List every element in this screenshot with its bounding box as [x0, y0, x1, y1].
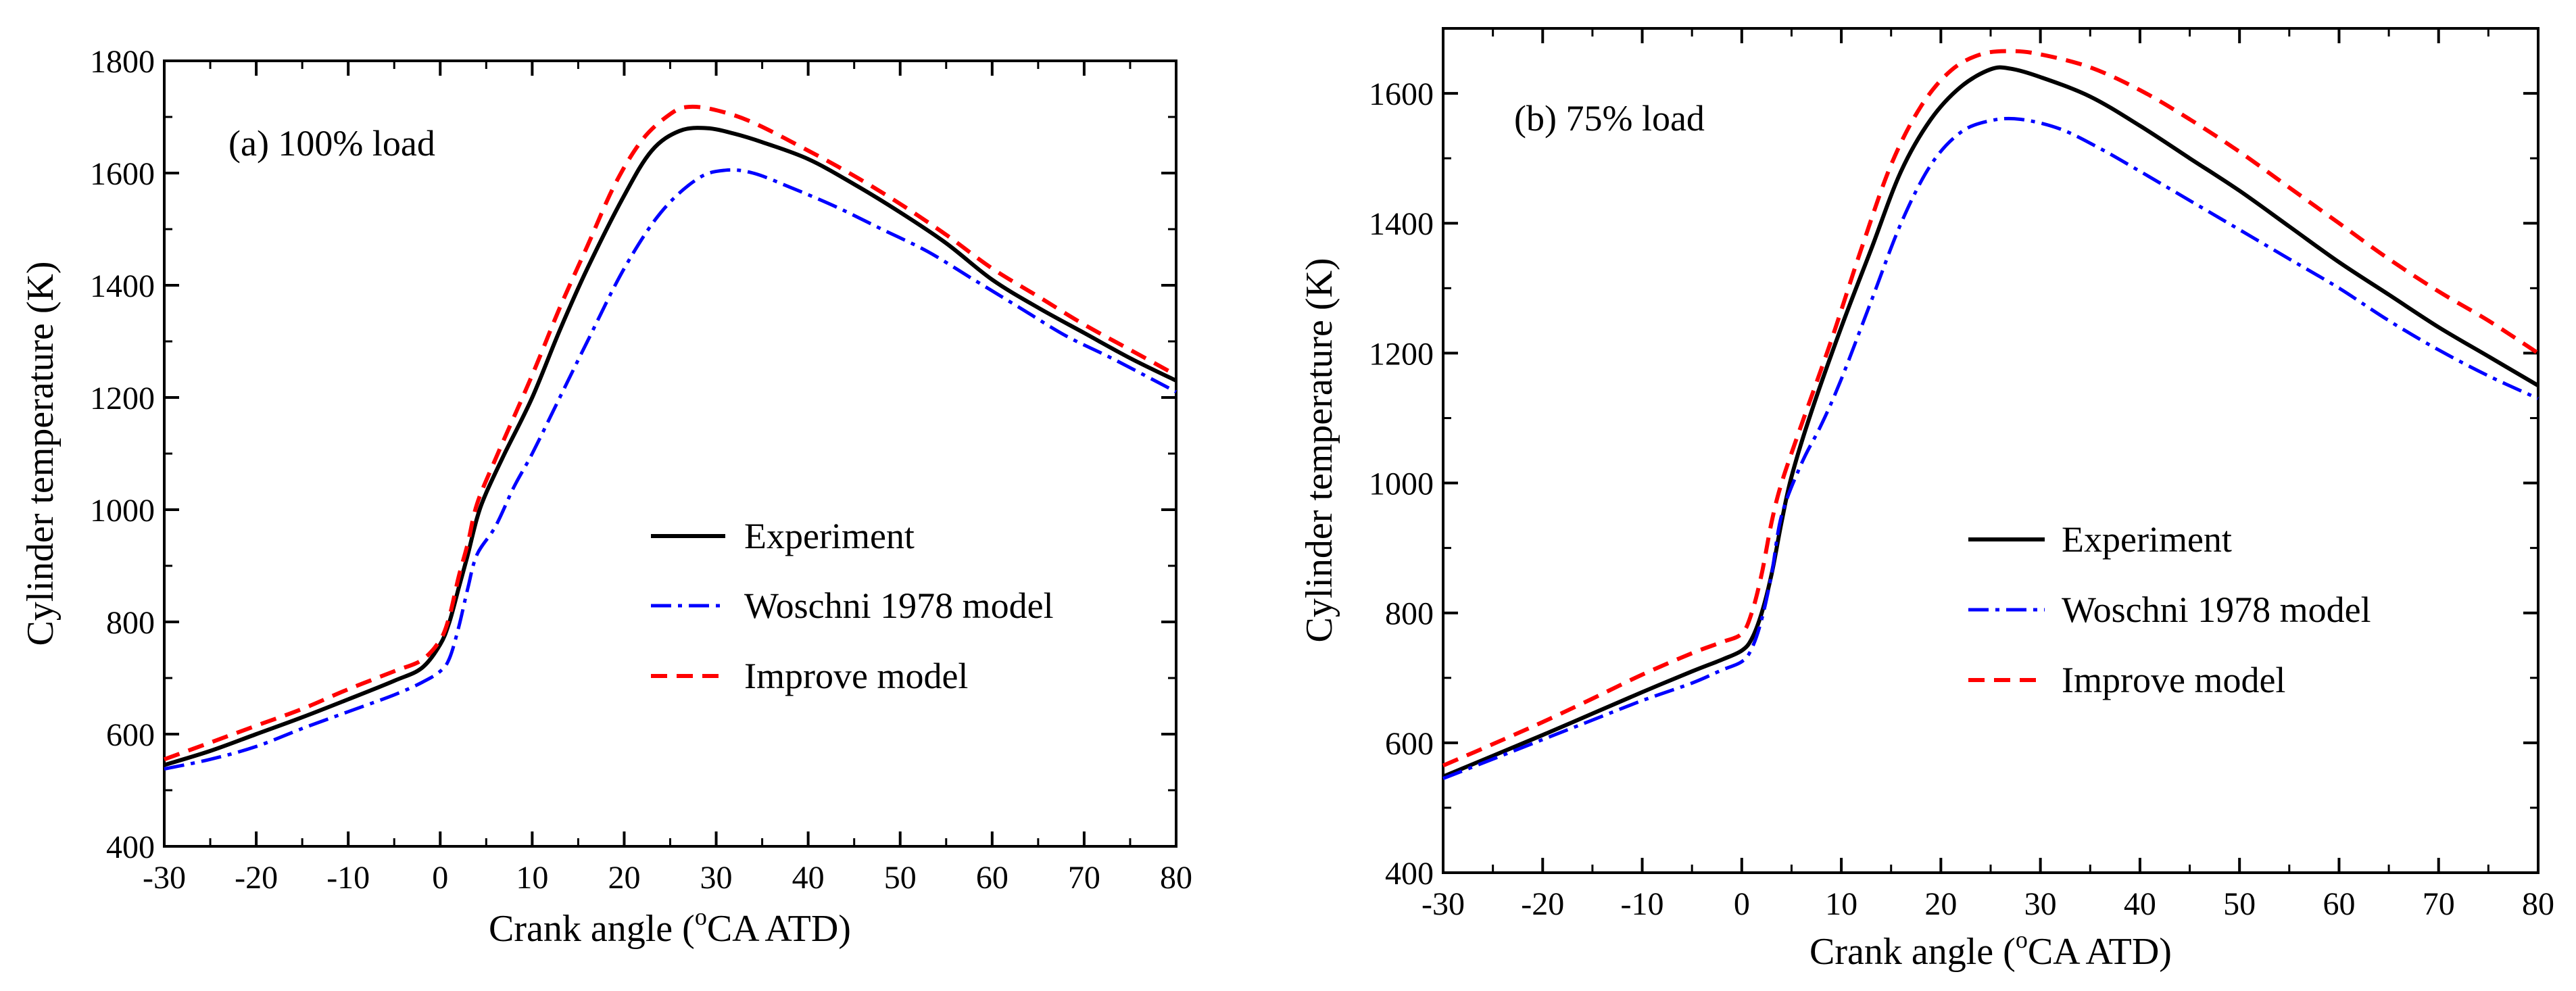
y-tick-label: 1400 — [1369, 206, 1434, 242]
y-tick-label: 600 — [106, 717, 155, 753]
x-tick-label: 40 — [2124, 886, 2156, 922]
x-tick-label: 0 — [432, 860, 448, 896]
x-tick-label: 30 — [700, 860, 733, 896]
legend-label-woschni: Woschni 1978 model — [2062, 589, 2371, 630]
y-tick-label: 1200 — [1369, 336, 1434, 372]
x-tick-label: 50 — [2223, 886, 2256, 922]
series-line-improve-model — [1442, 49, 2539, 768]
x-tick-label: 10 — [1825, 886, 1857, 922]
y-tick-label: 1800 — [90, 44, 155, 80]
x-tick-label: 60 — [976, 860, 1008, 896]
series-line-experiment — [164, 126, 1177, 767]
series-line-woschni-1978-model — [1442, 116, 2539, 781]
legend: Experiment Woschni 1978 model Improve mo… — [651, 516, 1054, 696]
legend-label-improve: Improve model — [2062, 660, 2285, 700]
legend: Experiment Woschni 1978 model Improve mo… — [1968, 519, 2371, 700]
y-tick-label: 800 — [106, 605, 155, 641]
x-tick-label: 0 — [1734, 886, 1750, 922]
plot-area-frame — [1442, 27, 2539, 874]
y-tick-label: 1600 — [1369, 76, 1434, 112]
series-line-woschni-1978-model — [164, 168, 1177, 771]
x-tick-label: -20 — [1521, 886, 1564, 922]
y-tick-labels: 400 600 800 1000 1200 1400 1600 1800 — [90, 44, 155, 865]
legend-label-woschni: Woschni 1978 model — [744, 585, 1054, 626]
y-tick-label: 1000 — [1369, 466, 1434, 502]
panel-a-chart: -30 -20 -10 0 10 20 30 40 50 60 70 80 400 600 800 1000… — [20, 44, 1192, 950]
legend-label-experiment: Experiment — [744, 516, 915, 556]
x-tick-label: -10 — [1621, 886, 1664, 922]
y-tick-labels: 400 600 800 1000 1200 1400 1600 — [1369, 76, 1434, 892]
legend-label-experiment: Experiment — [2062, 519, 2232, 560]
tick-marks — [1442, 27, 2539, 874]
x-tick-label: 30 — [2024, 886, 2057, 922]
x-tick-label: 80 — [1160, 860, 1192, 896]
panel-b-chart: -30 -20 -10 0 10 20 30 40 50 60 70 80 400 600 800 1000… — [1298, 27, 2554, 973]
x-tick-label: -10 — [326, 860, 370, 896]
x-tick-label: 10 — [516, 860, 548, 896]
y-axis-title: Cylinder temperature (K) — [1298, 258, 1340, 642]
series-line-experiment — [1442, 65, 2539, 779]
y-tick-label: 1000 — [90, 493, 155, 529]
y-tick-label: 1400 — [90, 268, 155, 304]
x-tick-label: -30 — [143, 860, 186, 896]
y-axis-title: Cylinder temperature (K) — [20, 261, 62, 646]
y-tick-label: 600 — [1385, 726, 1434, 762]
panel-label: (b) 75% load — [1514, 98, 1705, 139]
x-tick-label: -30 — [1421, 886, 1465, 922]
x-axis-title: Crank angle (oCA ATD) — [489, 903, 851, 950]
x-tick-label: 20 — [608, 860, 640, 896]
x-tick-label: 60 — [2323, 886, 2355, 922]
plot-area-frame — [163, 59, 1177, 848]
x-tick-label: 20 — [1924, 886, 1957, 922]
x-tick-label: 80 — [2522, 886, 2554, 922]
x-tick-label: 70 — [1068, 860, 1100, 896]
x-tick-labels: -30 -20 -10 0 10 20 30 40 50 60 70 80 — [1421, 886, 2554, 922]
y-tick-label: 400 — [106, 829, 155, 865]
legend-label-improve: Improve model — [744, 656, 968, 696]
panel-label: (a) 100% load — [228, 123, 435, 164]
y-tick-label: 400 — [1385, 856, 1434, 892]
x-tick-label: -20 — [235, 860, 278, 896]
x-tick-label: 70 — [2423, 886, 2455, 922]
series-lines — [163, 104, 1177, 771]
series-line-improve-model — [163, 104, 1177, 762]
series-lines — [1442, 49, 2539, 781]
x-tick-label: 40 — [792, 860, 825, 896]
x-tick-labels: -30 -20 -10 0 10 20 30 40 50 60 70 80 — [143, 860, 1192, 896]
tick-marks — [163, 59, 1177, 848]
y-tick-label: 800 — [1385, 596, 1434, 632]
y-tick-label: 1200 — [90, 381, 155, 416]
y-tick-label: 1600 — [90, 156, 155, 192]
x-axis-title: Crank angle (oCA ATD) — [1809, 926, 2172, 973]
x-tick-label: 50 — [884, 860, 917, 896]
